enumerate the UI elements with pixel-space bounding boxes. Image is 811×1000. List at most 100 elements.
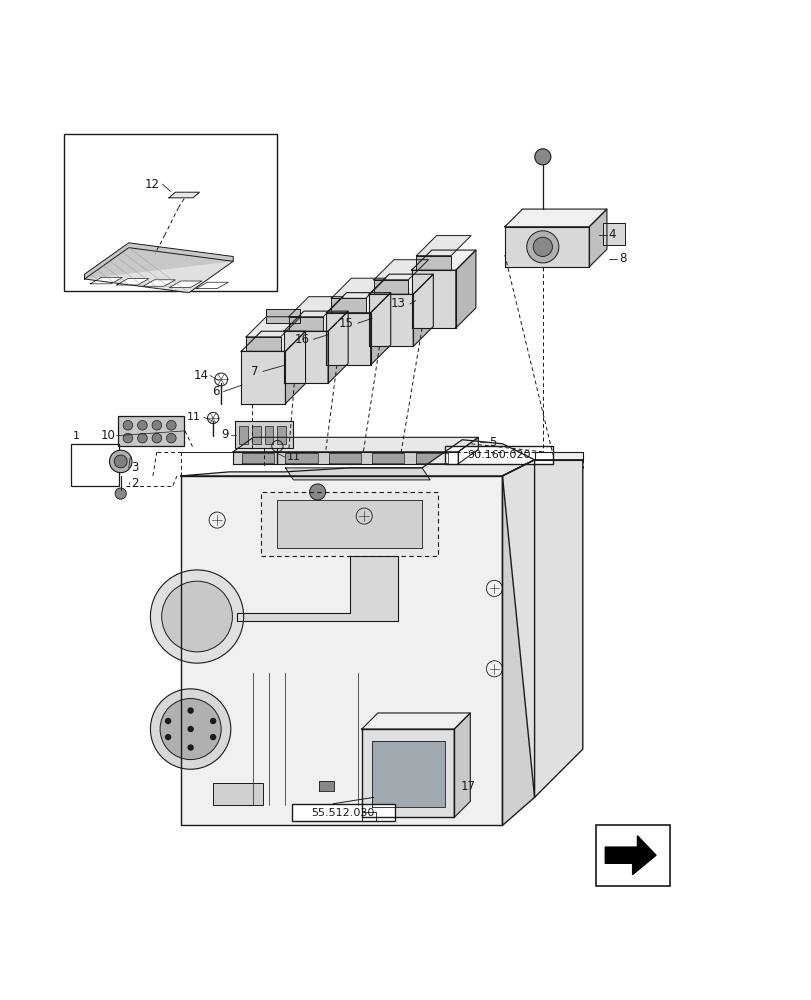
Circle shape — [534, 149, 550, 165]
Polygon shape — [328, 311, 348, 383]
Polygon shape — [233, 452, 457, 464]
Circle shape — [123, 433, 132, 443]
Polygon shape — [288, 317, 323, 331]
Polygon shape — [233, 437, 478, 452]
Text: 9: 9 — [221, 428, 229, 441]
Bar — [118, 416, 184, 446]
Circle shape — [114, 455, 127, 468]
Bar — [64, 134, 277, 291]
Text: 12: 12 — [145, 178, 160, 191]
Circle shape — [109, 450, 131, 473]
Circle shape — [166, 420, 176, 430]
Polygon shape — [371, 741, 444, 807]
Polygon shape — [331, 278, 385, 298]
Bar — [595, 825, 669, 886]
Polygon shape — [415, 453, 447, 463]
Polygon shape — [261, 492, 438, 556]
Text: 15: 15 — [338, 317, 354, 330]
Polygon shape — [362, 729, 453, 817]
Polygon shape — [84, 243, 233, 279]
Polygon shape — [416, 256, 450, 270]
Polygon shape — [368, 294, 413, 346]
Circle shape — [187, 726, 194, 732]
Polygon shape — [169, 281, 202, 287]
Bar — [212, 783, 263, 805]
Polygon shape — [604, 836, 655, 875]
Polygon shape — [331, 298, 366, 313]
Polygon shape — [502, 460, 534, 825]
Circle shape — [166, 433, 176, 443]
Polygon shape — [326, 293, 390, 313]
Polygon shape — [241, 351, 285, 404]
Bar — [277, 426, 286, 444]
Circle shape — [161, 581, 232, 652]
Circle shape — [137, 433, 147, 443]
Polygon shape — [534, 452, 582, 460]
Circle shape — [150, 689, 230, 769]
Text: 55.512.030: 55.512.030 — [311, 808, 375, 818]
Polygon shape — [234, 421, 292, 448]
Polygon shape — [237, 556, 397, 621]
Bar — [266, 309, 299, 323]
Bar — [444, 446, 552, 464]
Polygon shape — [241, 331, 305, 351]
Polygon shape — [285, 453, 317, 463]
Circle shape — [123, 420, 132, 430]
Polygon shape — [181, 476, 502, 825]
Polygon shape — [411, 270, 455, 328]
Circle shape — [210, 718, 216, 724]
Polygon shape — [368, 274, 433, 294]
Text: 6: 6 — [212, 385, 219, 398]
Text: 1: 1 — [73, 431, 80, 441]
Bar — [291, 804, 394, 821]
Circle shape — [150, 570, 243, 663]
Polygon shape — [242, 453, 274, 463]
Polygon shape — [457, 437, 478, 464]
Polygon shape — [411, 250, 475, 270]
Polygon shape — [373, 260, 428, 280]
Polygon shape — [117, 279, 148, 285]
Polygon shape — [84, 248, 233, 293]
Bar — [238, 426, 247, 444]
Polygon shape — [455, 250, 475, 328]
Text: 5: 5 — [489, 436, 496, 449]
Text: 4: 4 — [607, 228, 616, 241]
Polygon shape — [246, 317, 300, 337]
Polygon shape — [285, 468, 430, 480]
Circle shape — [152, 433, 161, 443]
Polygon shape — [181, 440, 534, 476]
Bar — [277, 500, 422, 548]
Circle shape — [152, 420, 161, 430]
Polygon shape — [504, 209, 606, 227]
Polygon shape — [284, 331, 328, 383]
Polygon shape — [589, 209, 606, 267]
Polygon shape — [453, 713, 470, 817]
Polygon shape — [196, 282, 228, 289]
Polygon shape — [143, 280, 175, 286]
Text: 3: 3 — [131, 461, 139, 474]
Polygon shape — [246, 337, 281, 351]
Polygon shape — [169, 192, 200, 198]
Polygon shape — [118, 416, 184, 446]
Bar — [251, 426, 260, 444]
Circle shape — [187, 707, 194, 714]
Polygon shape — [319, 781, 333, 791]
Circle shape — [309, 484, 325, 500]
Polygon shape — [371, 453, 404, 463]
Polygon shape — [288, 297, 343, 317]
Circle shape — [165, 734, 171, 740]
Text: 11: 11 — [187, 412, 201, 422]
Bar — [71, 444, 119, 486]
Polygon shape — [284, 311, 348, 331]
Text: 13: 13 — [391, 297, 406, 310]
Text: 10: 10 — [100, 429, 115, 442]
Polygon shape — [90, 277, 122, 284]
Text: 16: 16 — [294, 333, 309, 346]
Circle shape — [160, 699, 221, 760]
Polygon shape — [326, 313, 370, 365]
Polygon shape — [285, 331, 305, 404]
Polygon shape — [362, 713, 470, 729]
Text: 14: 14 — [193, 369, 208, 382]
Text: 2: 2 — [131, 477, 139, 490]
Polygon shape — [362, 812, 375, 821]
